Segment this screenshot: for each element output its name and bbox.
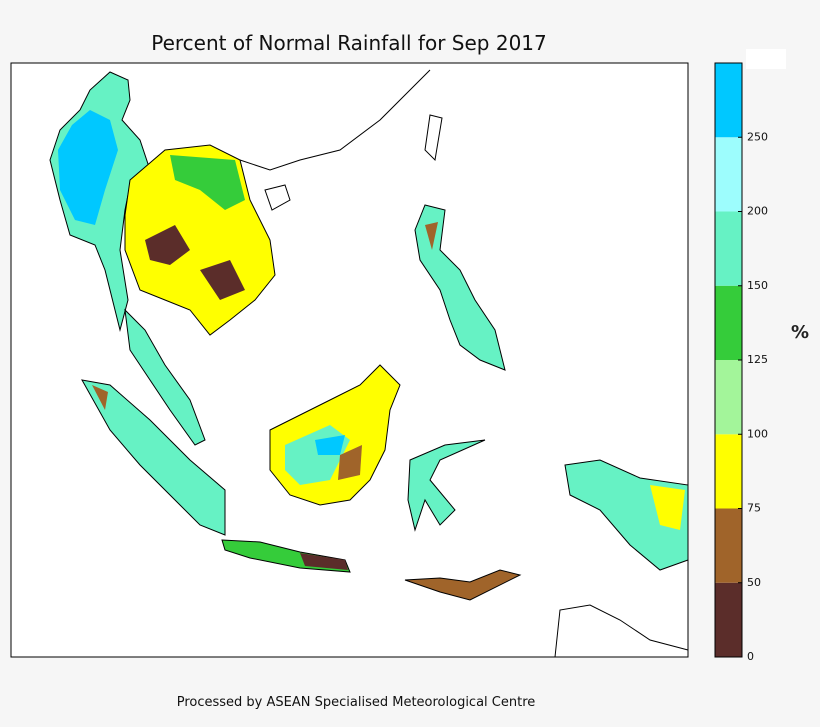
- colorbar-segment: [715, 211, 742, 286]
- australia-coast: [554, 604, 689, 658]
- philippines: [414, 204, 506, 371]
- hainan: [264, 184, 291, 211]
- colorbar-tick-label: 100: [747, 427, 768, 440]
- new-guinea-yellow: [650, 485, 685, 530]
- colorbar-label: %: [791, 322, 809, 343]
- sulawesi: [407, 439, 486, 532]
- colorbar-segment: [715, 360, 742, 435]
- colorbar-tick-label: 50: [747, 576, 761, 589]
- indochina-dry: [145, 225, 245, 300]
- colorbar-tick-label: 75: [747, 502, 761, 515]
- colorbar-tick-label: 200: [747, 205, 768, 218]
- colorbar-tick-label: 250: [747, 130, 768, 143]
- colorbar-segment: [715, 434, 742, 509]
- footer: Processed by ASEAN Specialised Meteorolo…: [177, 695, 536, 710]
- malay-peninsula: [124, 308, 206, 446]
- lesser-sunda: [404, 569, 522, 601]
- map-title: Percent of Normal Rainfall for Sep 2017: [151, 31, 547, 55]
- sumatra: [81, 379, 226, 536]
- china-coast: [239, 69, 431, 171]
- colorbar-segment: [715, 285, 742, 360]
- colorbar-segment: [715, 63, 742, 138]
- philippines-dry: [425, 222, 438, 250]
- indochina-green: [170, 155, 245, 210]
- colorbar-segment: [715, 508, 742, 583]
- taiwan: [424, 114, 443, 162]
- colorbar-tick-label: 125: [747, 353, 768, 366]
- colorbar-segment: [715, 582, 742, 657]
- colorbar-tick-label: 150: [747, 279, 768, 292]
- colorbar: % 0 50 75 100 125 150 200 250: [714, 62, 809, 663]
- myanmar-wet: [58, 110, 118, 225]
- borneo-dry: [338, 445, 362, 480]
- borneo-blue: [315, 435, 345, 455]
- java-dry: [300, 553, 348, 570]
- blank-box: [746, 49, 786, 69]
- map: [10, 62, 689, 658]
- sumatra-dry: [92, 385, 108, 410]
- colorbar-tick-label: 0: [747, 650, 754, 663]
- colorbar-segment: [715, 137, 742, 212]
